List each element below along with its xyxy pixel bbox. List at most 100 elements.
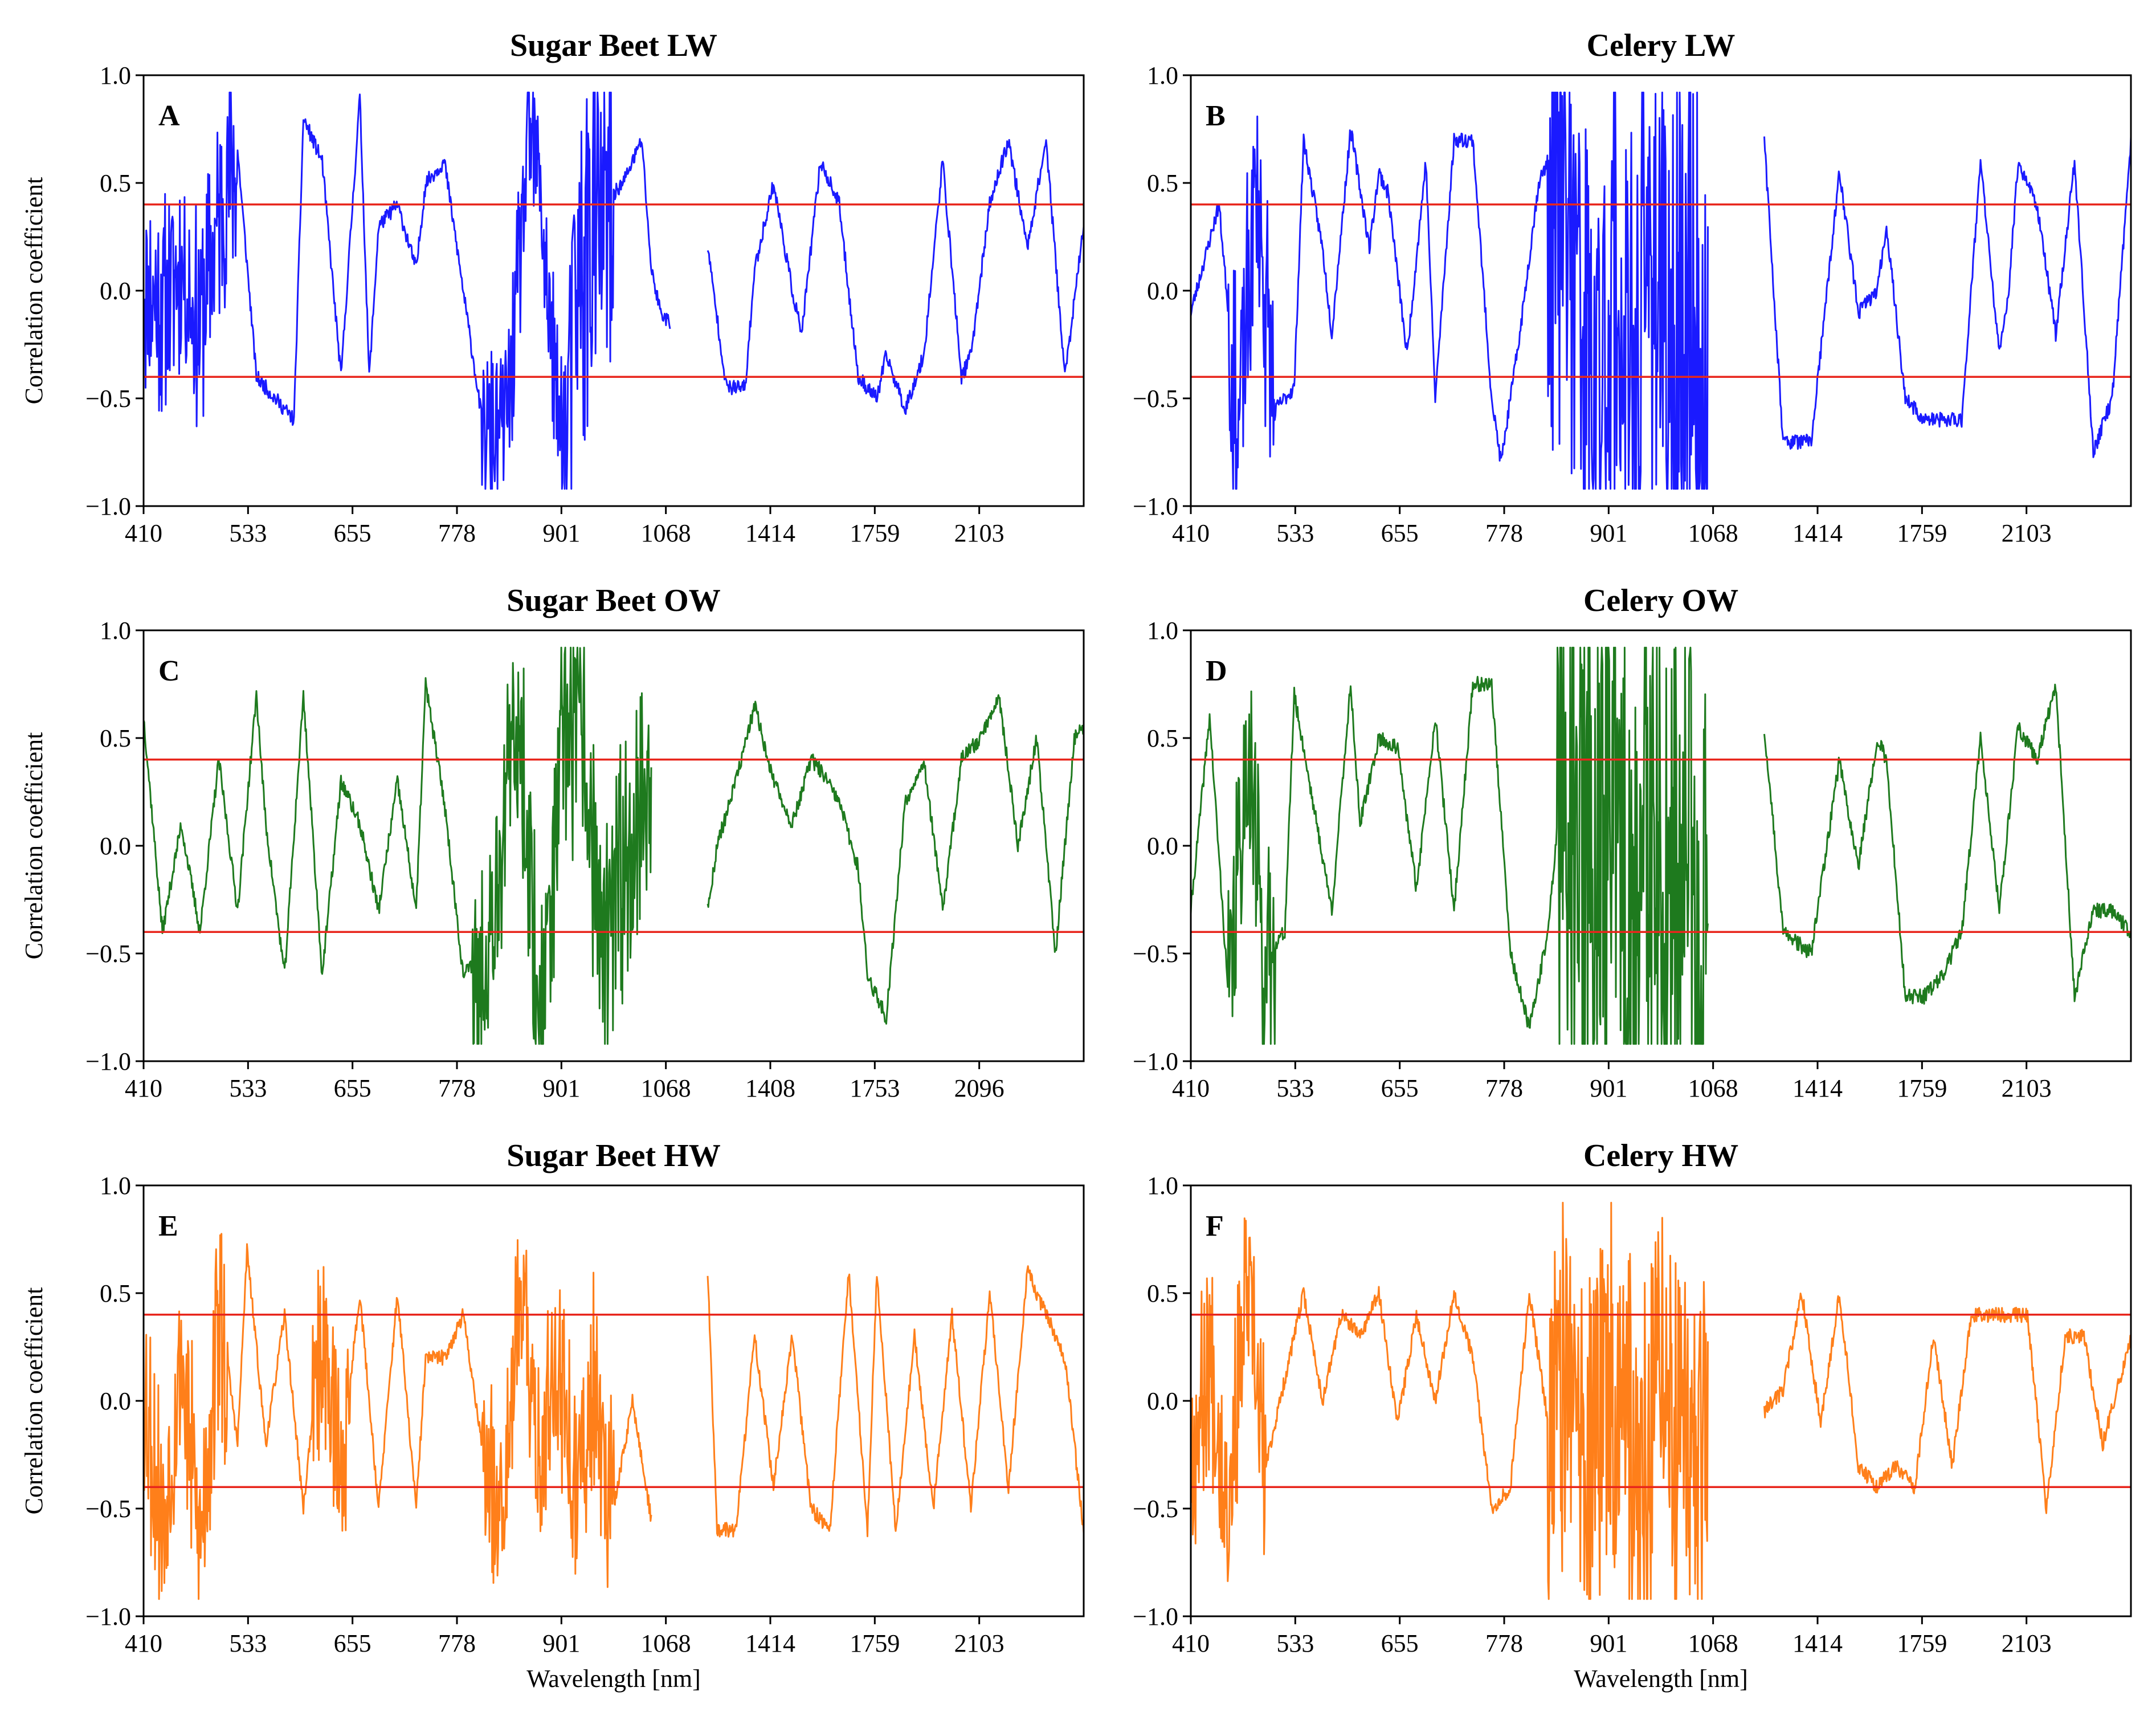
panel-e-line-1 [144,1233,652,1600]
panel-b-xtick-label: 1414 [1792,519,1843,547]
panel-a-xtick-label: 778 [438,519,476,547]
panel-e-xtick-label: 410 [125,1629,162,1657]
panel-f-xtick-label: 533 [1276,1629,1314,1657]
panel-e-ytick-label: −1.0 [85,1603,131,1631]
panel-c-ytick-label: 0.0 [100,832,131,860]
panel-f-xtick-label: 778 [1485,1629,1523,1657]
panel-e-ytick-label: 0.5 [100,1279,131,1307]
panel-f-xtick-label: 901 [1590,1629,1627,1657]
panel-f-line-2 [1763,1293,2131,1514]
panel-c-ytick-label: 1.0 [100,617,131,645]
panel-e-ytick-label: 1.0 [100,1172,131,1200]
panel-f-letter: F [1206,1210,1224,1242]
panel-d-xtick-label: 655 [1381,1074,1419,1102]
panel-f-line-1 [1191,1201,1709,1600]
panel-a-ytick-label: 0.5 [100,169,131,197]
panel-d-xtick-label: 2103 [2002,1074,2052,1102]
panel-b-ytick-label: 0.0 [1147,277,1178,305]
panel-b-xtick-label: 778 [1485,519,1523,547]
panel-a-ylabel: Correlation coefficient [20,177,48,405]
panel-d-line-1 [1191,646,1709,1045]
panel-b-xtick-label: 533 [1276,519,1314,547]
panel-f-xtick-label: 1068 [1688,1629,1738,1657]
panel-e-series [144,1233,1084,1600]
panel-b-xtick-label: 1068 [1688,519,1738,547]
panel-e-xtick-label: 655 [334,1629,371,1657]
panel-f-xlabel: Wavelength [nm] [1574,1665,1748,1693]
panel-e-xtick-label: 1068 [641,1629,691,1657]
panel-c-xtick-label: 410 [125,1074,162,1102]
panel-c-xtick-label: 778 [438,1074,476,1102]
panel-a-line-2 [707,138,1084,415]
panel-e-ytick-label: 0.0 [100,1387,131,1415]
panel-c-xtick-label: 1408 [745,1074,795,1102]
panel-f-xtick-label: 655 [1381,1629,1419,1657]
panel-b-ytick-label: 0.5 [1147,169,1178,197]
panel-e-xtick-label: 778 [438,1629,476,1657]
panel-f-xtick-label: 1414 [1792,1629,1843,1657]
panel-e-xtick-label: 533 [229,1629,267,1657]
panel-e-xtick-label: 1414 [745,1629,795,1657]
panel-b-xtick-label: 655 [1381,519,1419,547]
panel-d-line-2 [1763,683,2131,1005]
panel-c-ytick-label: −1.0 [85,1048,131,1075]
panel-a-xtick-label: 1414 [745,519,795,547]
panel-e-ytick-label: −0.5 [85,1495,131,1523]
panel-c-line-1 [144,646,652,1045]
panel-e-xlabel: Wavelength [nm] [526,1665,701,1693]
panel-e-ylabel: Correlation coefficient [20,1287,48,1515]
panel-f-xtick-label: 1759 [1897,1629,1947,1657]
panel-c-xtick-label: 655 [334,1074,371,1102]
panel-c-ylabel: Correlation coefficient [20,732,48,960]
panel-d-ytick-label: −0.5 [1133,940,1178,968]
panel-d-xtick-label: 533 [1276,1074,1314,1102]
panel-a-xtick-label: 655 [334,519,371,547]
panel-d-ytick-label: 0.0 [1147,832,1178,860]
panel-b-xtick-label: 410 [1172,519,1210,547]
panel-c-ytick-label: −0.5 [85,940,131,968]
panel-f-series [1191,1201,2131,1600]
panel-d-xtick-label: 1068 [1688,1074,1738,1102]
panel-c-ytick-label: 0.5 [100,724,131,752]
panel-a-xtick-label: 410 [125,519,162,547]
panel-b-xtick-label: 901 [1590,519,1627,547]
panel-d-xtick-label: 1759 [1897,1074,1947,1102]
panel-b-ytick-label: 1.0 [1147,62,1178,89]
panel-a-title: Sugar Beet LW [510,28,717,63]
panel-f-title: Celery HW [1583,1138,1738,1173]
panel-c-xtick-label: 2096 [954,1074,1004,1102]
panel-b-xtick-label: 2103 [2002,519,2052,547]
panel-a-xtick-label: 2103 [954,519,1004,547]
panel-c-xtick-label: 1753 [850,1074,900,1102]
panel-b-title: Celery LW [1587,28,1736,63]
panel-c-series [144,646,1084,1045]
panel-f-ytick-label: 0.5 [1147,1279,1178,1307]
panel-a-xtick-label: 1759 [850,519,900,547]
panel-e-letter: E [158,1210,178,1242]
panel-f-ytick-label: 0.0 [1147,1387,1178,1415]
panel-d-ytick-label: −1.0 [1133,1048,1178,1075]
panel-a-xtick-label: 1068 [641,519,691,547]
panel-d-xtick-label: 410 [1172,1074,1210,1102]
panel-d-xtick-label: 901 [1590,1074,1627,1102]
panel-b-ytick-label: −1.0 [1133,492,1178,520]
panel-f-ytick-label: −1.0 [1133,1603,1178,1631]
panel-d-ytick-label: 0.5 [1147,724,1178,752]
panel-e-xtick-label: 1759 [850,1629,900,1657]
panel-b-ytick-label: −0.5 [1133,385,1178,413]
panel-a-ytick-label: −0.5 [85,385,131,413]
panel-e-title: Sugar Beet HW [507,1138,720,1173]
panel-f-ytick-label: −0.5 [1133,1495,1178,1523]
panel-c-line-2 [707,694,1084,1025]
panel-a-xtick-label: 901 [542,519,580,547]
panel-c-xtick-label: 901 [542,1074,580,1102]
panel-e-line-2 [707,1265,1084,1538]
panel-a-line-1 [144,91,671,490]
